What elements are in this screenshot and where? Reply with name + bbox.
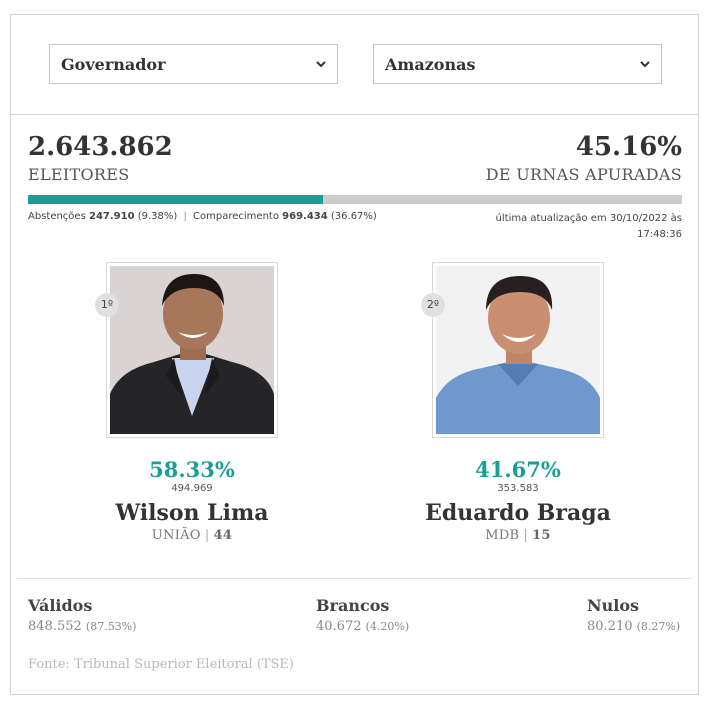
valid-votes-line: 848.552 (87.53%) [28, 617, 136, 637]
turnout-label: Comparecimento [193, 211, 279, 222]
candidate-percent: 58.33% [149, 457, 235, 482]
candidate-photo: 2º [421, 262, 604, 438]
abstentions-percent: (9.38%) [137, 211, 178, 222]
rank-badge: 1º [95, 293, 119, 317]
voters-label: ELEITORES [28, 165, 130, 184]
filter-bar: Governador Amazonas [11, 15, 698, 115]
data-source: Fonte: Tribunal Superior Eleitoral (TSE) [28, 657, 294, 672]
valid-votes-total: Válidos 848.552 (87.53%) [28, 595, 136, 637]
null-votes-percent: (8.27%) [636, 620, 681, 633]
candidate-party-line: UNIÃO | 44 [62, 527, 322, 545]
turnout-percent: (36.67%) [330, 211, 377, 222]
voters-count: 2.643.862 [28, 132, 173, 162]
stats-separator: | [183, 211, 187, 222]
percent-counted: 45.16% [575, 132, 682, 162]
valid-votes-label: Válidos [28, 596, 93, 615]
candidate-portrait-image [436, 266, 600, 434]
abstentions-label: Abstenções [28, 211, 86, 222]
candidate-photo: 1º [95, 262, 278, 438]
office-select[interactable]: Governador [49, 44, 338, 84]
candidate-card: 1º 58.33% 494.969 Wilson Lima UNIÃO | 44 [62, 262, 322, 545]
blank-votes-value: 40.672 [316, 619, 362, 634]
party-separator: | [523, 528, 529, 543]
election-results-widget: Governador Amazonas 2.643.862 ELEITORES … [10, 14, 699, 695]
candidate-party: UNIÃO [151, 528, 201, 543]
state-select[interactable]: Amazonas [373, 44, 662, 84]
counting-progress-fill [28, 195, 324, 204]
rank-badge: 2º [421, 293, 445, 317]
valid-votes-value: 848.552 [28, 619, 82, 634]
blank-votes-label: Brancos [316, 596, 390, 615]
candidate-votes: 494.969 [171, 483, 213, 494]
last-update-time: 17:48:36 [637, 229, 682, 240]
chevron-down-icon [316, 61, 326, 68]
state-select-value: Amazonas [385, 55, 476, 74]
blank-votes-line: 40.672 (4.20%) [316, 617, 409, 637]
candidate-votes: 353.583 [497, 483, 539, 494]
office-select-value: Governador [61, 55, 166, 74]
turnout-value: 969.434 [282, 211, 328, 222]
percent-counted-label: DE URNAS APURADAS [485, 165, 682, 184]
candidate-party: MDB [485, 528, 520, 543]
candidate-portrait-image [110, 266, 274, 434]
null-votes-label: Nulos [587, 596, 640, 615]
blank-votes-percent: (4.20%) [365, 620, 410, 633]
candidate-number: 15 [532, 528, 551, 543]
valid-votes-percent: (87.53%) [85, 620, 137, 633]
turnout-stats: Abstenções 247.910 (9.38%) | Comparecime… [28, 211, 377, 222]
candidate-number: 44 [213, 528, 233, 543]
candidate-party-line: MDB | 15 [388, 527, 648, 545]
null-votes-total: Nulos 80.210 (8.27%) [587, 595, 680, 637]
abstentions-value: 247.910 [88, 211, 135, 222]
null-votes-line: 80.210 (8.27%) [587, 617, 680, 637]
candidate-percent: 41.67% [475, 457, 561, 482]
divider [17, 578, 692, 579]
null-votes-value: 80.210 [587, 619, 633, 634]
chevron-down-icon [640, 61, 650, 68]
candidate-card: 2º 41.67% 353.583 Eduardo Braga MDB | 15 [388, 262, 648, 545]
blank-votes-total: Brancos 40.672 (4.20%) [316, 595, 409, 637]
candidate-name: Wilson Lima [115, 500, 269, 526]
last-update-date: última atualização em 30/10/2022 às [495, 213, 682, 224]
party-separator: | [204, 528, 210, 543]
counting-progress-bar [28, 195, 682, 204]
candidate-name: Eduardo Braga [425, 500, 611, 526]
last-update: última atualização em 30/10/2022 às 17:4… [472, 211, 682, 243]
